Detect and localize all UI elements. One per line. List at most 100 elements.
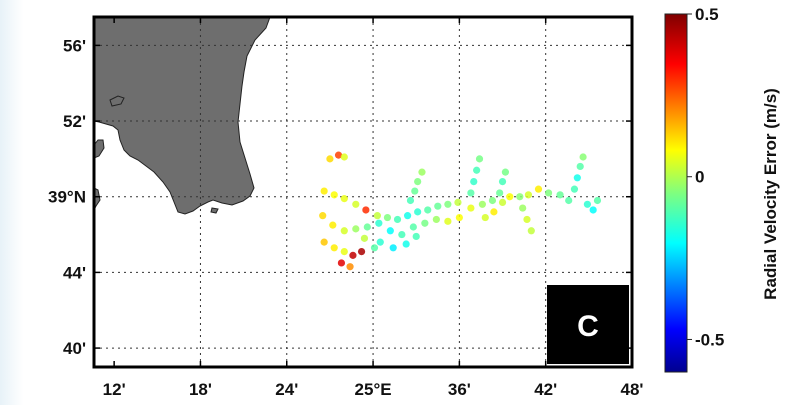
x-tick-label: 42' bbox=[534, 380, 557, 399]
observation-point bbox=[579, 153, 587, 161]
frame-ticks bbox=[94, 17, 633, 367]
observation-point bbox=[383, 213, 392, 222]
x-tick-label: 25°E bbox=[355, 380, 392, 399]
observation-point bbox=[352, 200, 360, 208]
observation-point bbox=[409, 223, 417, 231]
observation-point bbox=[373, 212, 381, 220]
observation-point bbox=[470, 177, 478, 186]
observation-point bbox=[326, 155, 334, 163]
observation-point bbox=[403, 212, 412, 220]
observation-point bbox=[389, 244, 397, 252]
observation-point bbox=[411, 187, 419, 195]
observation-point bbox=[473, 166, 481, 174]
observation-point bbox=[527, 227, 535, 235]
y-tick-label: 44' bbox=[63, 263, 86, 282]
observation-point bbox=[444, 200, 452, 208]
x-tick-label: 24' bbox=[275, 380, 298, 399]
observation-point bbox=[402, 240, 410, 248]
observation-point bbox=[334, 151, 343, 159]
observation-point bbox=[481, 213, 489, 222]
y-tick-label: 56' bbox=[63, 36, 86, 55]
observation-point bbox=[357, 247, 366, 256]
observation-point bbox=[414, 177, 422, 186]
observation-point bbox=[340, 153, 348, 161]
observation-point bbox=[320, 187, 328, 195]
observation-point bbox=[337, 259, 346, 267]
map-frame bbox=[92, 15, 634, 369]
observation-point bbox=[544, 189, 553, 197]
observation-point bbox=[418, 168, 426, 176]
observation-point bbox=[475, 155, 484, 163]
observation-point bbox=[352, 225, 360, 233]
panel-label-box bbox=[547, 285, 629, 364]
colorbar-tick-label: 0.5 bbox=[695, 5, 719, 24]
y-tick-label: 52' bbox=[63, 112, 86, 131]
observation-point bbox=[376, 238, 384, 246]
colorbar-ticks: 0.5 0 -0.5 bbox=[687, 5, 724, 349]
observation-point bbox=[340, 247, 348, 256]
observation-point bbox=[340, 195, 348, 203]
observation-point bbox=[454, 198, 462, 207]
island bbox=[210, 207, 219, 214]
observation-point bbox=[375, 219, 383, 227]
observation-point bbox=[496, 189, 504, 197]
x-tick-label: 48' bbox=[621, 380, 644, 399]
observation-point bbox=[501, 168, 510, 176]
panel-label: C bbox=[577, 310, 599, 343]
observation-point bbox=[488, 196, 497, 205]
observation-point bbox=[444, 217, 452, 225]
observation-point bbox=[406, 196, 415, 205]
observation-point bbox=[589, 206, 597, 214]
x-tick-label: 12' bbox=[103, 380, 126, 399]
observation-point bbox=[346, 263, 354, 271]
x-axis-ticks: 12' 18' 24' 25°E 36' 42' 48' bbox=[103, 380, 644, 399]
observation-point bbox=[412, 232, 420, 241]
observation-point bbox=[319, 212, 327, 220]
coastline-land bbox=[94, 17, 271, 215]
observation-point bbox=[583, 200, 592, 208]
observation-point bbox=[498, 198, 507, 207]
observation-point bbox=[370, 244, 379, 252]
observation-point bbox=[363, 223, 371, 231]
colorbar bbox=[664, 13, 688, 373]
observation-point bbox=[593, 196, 602, 205]
observation-point bbox=[362, 206, 370, 214]
observation-point bbox=[534, 185, 543, 193]
observation-point bbox=[424, 206, 432, 214]
colorbar-tick-label: -0.5 bbox=[695, 330, 724, 349]
island bbox=[109, 95, 125, 107]
observation-point bbox=[576, 162, 584, 171]
observation-point bbox=[340, 227, 348, 235]
observation-point bbox=[414, 208, 422, 216]
y-tick-label: 40' bbox=[63, 339, 86, 358]
observation-point bbox=[556, 191, 564, 199]
colorbar-tick-label: 0 bbox=[695, 168, 704, 187]
observation-point bbox=[455, 213, 463, 222]
observation-point bbox=[523, 215, 531, 224]
observation-point bbox=[434, 202, 442, 210]
observation-point bbox=[516, 193, 524, 201]
observation-point bbox=[320, 238, 328, 246]
observation-point bbox=[386, 227, 394, 235]
observation-point bbox=[570, 185, 579, 193]
observation-point bbox=[393, 215, 402, 224]
observation-points bbox=[319, 151, 602, 271]
x-tick-label: 36' bbox=[448, 380, 471, 399]
observation-point bbox=[421, 219, 429, 227]
land-layer bbox=[94, 17, 271, 215]
observation-point bbox=[467, 204, 475, 212]
observation-point bbox=[329, 221, 337, 229]
observation-point bbox=[506, 193, 514, 201]
observation-point bbox=[478, 200, 486, 208]
colorbar-title: Radial Velocity Error (m/s) bbox=[761, 88, 780, 300]
observation-point bbox=[330, 244, 338, 252]
y-axis-ticks: 56' 52' 39°N 44' 40' bbox=[48, 36, 86, 358]
observation-point bbox=[330, 191, 338, 199]
observation-point bbox=[565, 196, 573, 205]
observation-point bbox=[432, 215, 440, 224]
observation-point bbox=[498, 177, 507, 186]
x-tick-label: 18' bbox=[189, 380, 212, 399]
observation-point bbox=[490, 208, 498, 216]
observation-point bbox=[524, 191, 533, 199]
